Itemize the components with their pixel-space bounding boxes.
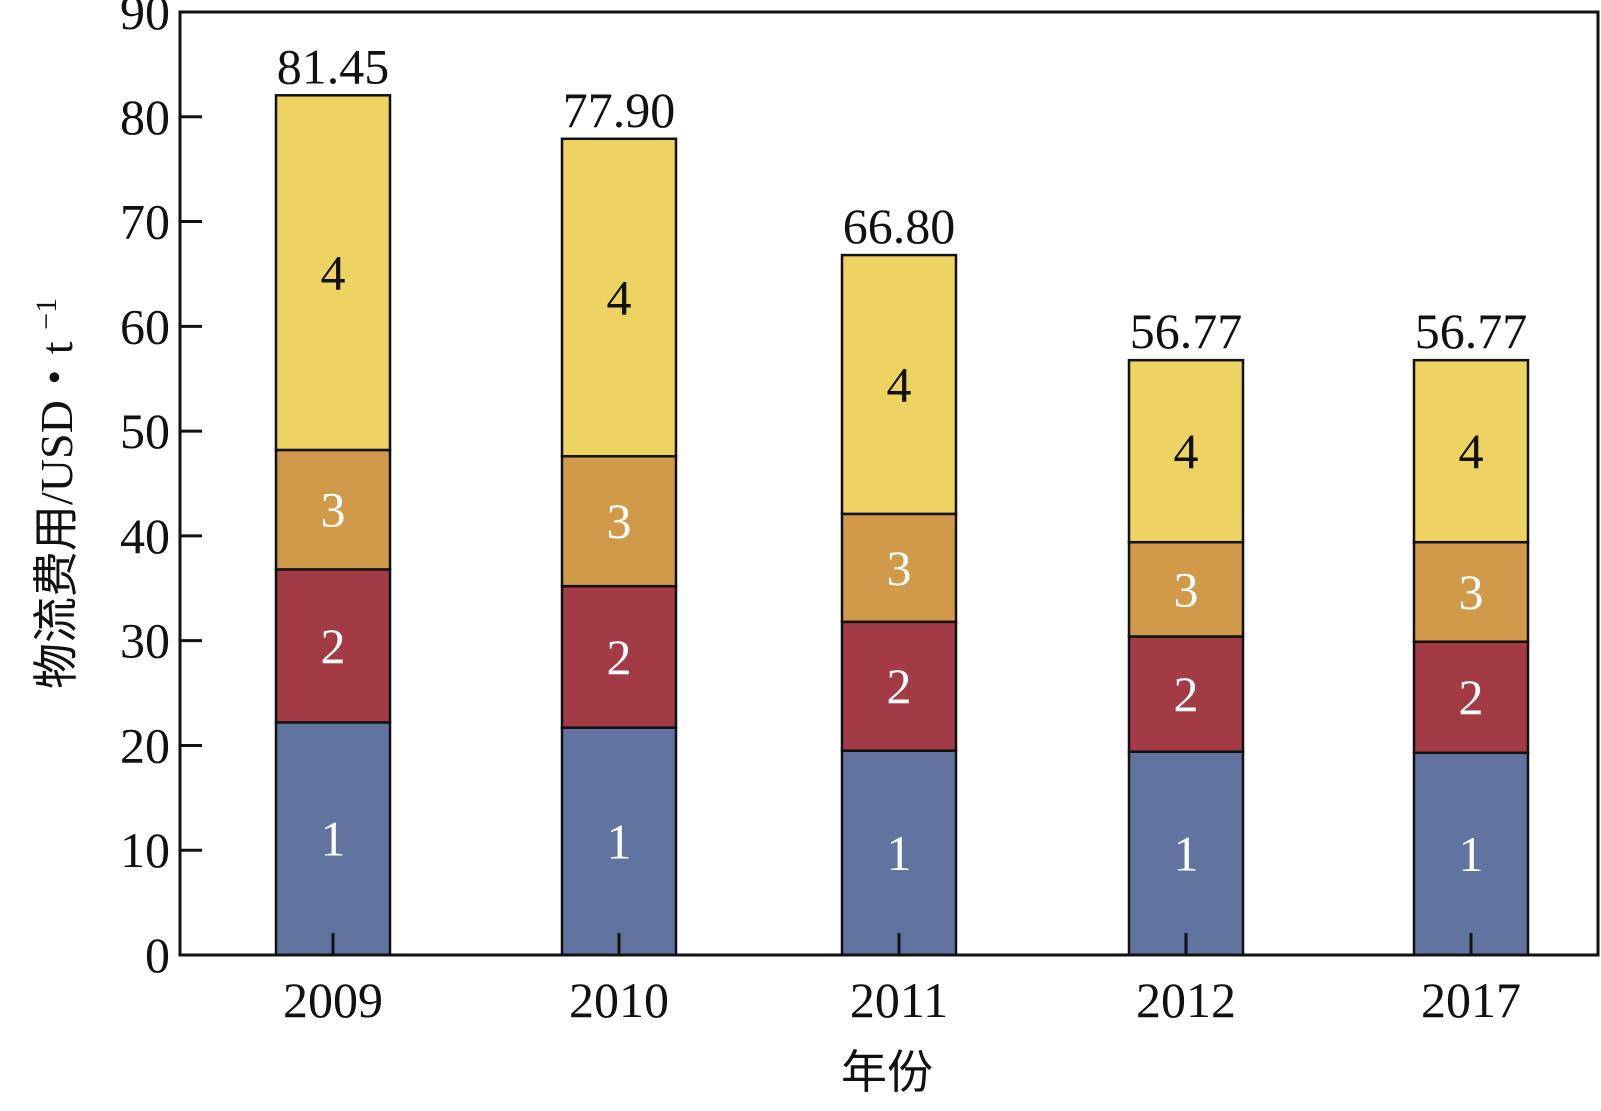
x-tick-label: 2012 [1136,972,1236,1028]
bars-group: 1 2 3 4 1 2 3 4 1 2 3 4 1 2 3 4 1 2 3 4 [274,94,1530,957]
bar-segment-label: 1 [321,811,346,867]
bar-total-label: 56.77 [1130,303,1243,359]
bar-segment-label: 1 [1174,825,1199,881]
x-axis-title: 年份 [841,1047,933,1098]
bar-segment-label: 4 [607,270,632,326]
bar-segment-3 [274,448,392,571]
bar-segment-label: 2 [1174,666,1199,722]
y-axis-title-exponent: −1 [30,298,63,330]
y-tick-label: 90 [120,0,170,40]
bar-segment-label: 3 [887,540,912,596]
y-tick-label: 80 [120,89,170,145]
bar-segment-2 [1127,635,1245,753]
x-tick-label: 2009 [283,972,383,1028]
y-tick-label: 70 [120,194,170,250]
bar-segment-2 [1412,640,1530,755]
bar-segment-label: 3 [607,493,632,549]
bar-segment-label: 4 [1459,423,1484,479]
y-tick-label: 50 [120,403,170,459]
bar-segment-4 [560,137,678,458]
bar-segment-label: 2 [1459,669,1484,725]
y-tick-label: 40 [120,508,170,564]
bar-segment-2 [840,620,958,752]
bar-total-label: 81.45 [277,38,390,94]
y-tick-label: 60 [120,298,170,354]
x-tick-label: 2010 [569,972,669,1028]
bar-segment-label: 1 [887,825,912,881]
bar-segment-1 [840,749,958,957]
y-tick-label: 0 [145,927,170,983]
y-axis-title: 物流费用/USD・t −1 [30,298,83,689]
bar-total-label: 77.90 [563,82,676,138]
bar-total-label: 66.80 [843,198,956,254]
bar-segment-label: 2 [321,618,346,674]
bar-segment-4 [1412,358,1530,544]
bar-segment-1 [1412,751,1530,957]
x-tick-label: 2011 [850,972,948,1028]
bar-segment-4 [274,94,392,452]
bar-segment-label: 3 [1174,561,1199,617]
y-tick-label: 30 [120,613,170,669]
bar-segment-3 [1127,540,1245,638]
bar-segment-label: 1 [607,813,632,869]
bar-segment-3 [560,455,678,588]
x-axis: 2009 2010 2011 2012 2017 [283,933,1521,1028]
plot-area-frame [178,10,1600,957]
total-labels: 81.45 77.90 66.80 56.77 56.77 [277,38,1528,359]
y-tick-label: 20 [120,717,170,773]
bar-segment-3 [840,512,958,624]
bar-segment-4 [840,253,958,516]
bar-segment-label: 4 [887,356,912,412]
bar-segment-label: 3 [321,482,346,538]
bar-segment-label: 4 [1174,423,1199,479]
y-tick-label: 10 [120,822,170,878]
bar-segment-label: 3 [1459,564,1484,620]
y-axis: 0 10 20 30 40 50 60 70 80 90 [120,0,202,983]
y-axis-title-main: 物流费用/USD・t [31,341,82,689]
bar-segment-label: 1 [1459,826,1484,882]
bar-segment-2 [560,584,678,729]
bar-segment-1 [274,721,392,957]
bar-segment-label: 2 [607,629,632,685]
bar-segment-3 [1412,540,1530,643]
bar-total-label: 56.77 [1415,303,1528,359]
bar-segment-4 [1127,358,1245,544]
bar-segment-label: 2 [887,658,912,714]
bar-segment-label: 4 [321,245,346,301]
x-tick-label: 2017 [1421,972,1521,1028]
